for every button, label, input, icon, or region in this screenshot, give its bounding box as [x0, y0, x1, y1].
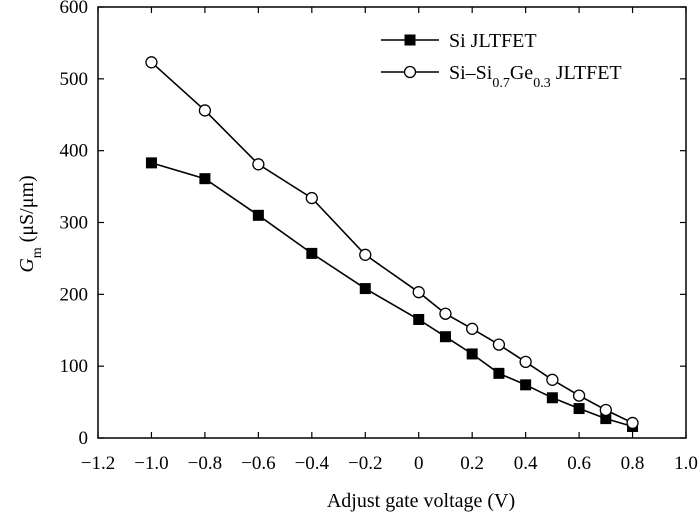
series-line: [151, 162, 633, 428]
x-tick-label: 0.8: [621, 453, 645, 474]
y-tick-label: 200: [60, 284, 89, 305]
data-point: [252, 158, 265, 171]
data-point: [573, 403, 585, 415]
legend-item-2: Si–Si0.7Ge0.3 JLTFET: [381, 62, 622, 91]
x-tick-label: −1.2: [81, 453, 115, 474]
series-2: [145, 56, 639, 430]
y-axis-subscript: m: [30, 247, 45, 258]
y-tick-label: 500: [60, 69, 89, 90]
data-point: [359, 283, 371, 295]
x-tick-label: 0.2: [460, 453, 484, 474]
data-point: [305, 191, 318, 205]
y-axis-title: Gm (μS/μm): [16, 175, 45, 272]
x-tick-label: −1.0: [134, 453, 168, 474]
y-axis-unit: (μS/μm): [16, 175, 38, 242]
y-tick-label: 600: [60, 0, 89, 18]
series-line: [150, 61, 633, 424]
ticks-group: −1.2 −1.0 −0.8 −0.6 −0.4 −0.2 0 0.2 0.4 0.6 0.8 1.0…: [60, 0, 698, 474]
data-point: [492, 338, 506, 351]
y-tick-label: 100: [60, 356, 89, 377]
data-point: [626, 416, 639, 430]
data-point: [466, 348, 478, 360]
data-point: [145, 56, 158, 69]
x-tick-label: −0.4: [295, 453, 330, 474]
x-tick-label: −0.8: [188, 453, 222, 474]
data-point: [439, 307, 452, 320]
x-axis-title: Adjust gate voltage (V): [327, 490, 515, 512]
x-tick-label: 0: [414, 453, 424, 474]
legend-marker: [403, 65, 417, 79]
data-point: [412, 286, 425, 299]
legend-label: Si–Si0.7Ge0.3 JLTFET: [449, 62, 622, 91]
data-point: [519, 355, 532, 369]
data-point: [572, 389, 586, 402]
data-point: [252, 209, 264, 221]
legend-label: Si JLTFET: [449, 30, 537, 52]
legend: Si JLTFET Si–Si0.7Ge0.3 JLTFET: [381, 30, 622, 91]
y-axis-symbol: G: [16, 258, 38, 273]
data-point: [439, 331, 451, 343]
data-point: [493, 367, 505, 379]
data-point: [199, 173, 211, 185]
data-point: [359, 248, 372, 261]
x-tick-label: 0.6: [567, 453, 591, 474]
legend-item-1: Si JLTFET: [381, 30, 537, 52]
y-tick-label: 300: [60, 213, 89, 234]
x-tick-label: −0.6: [241, 453, 275, 474]
data-point: [198, 104, 212, 117]
data-point: [546, 392, 558, 404]
y-tick-label: 0: [79, 428, 89, 449]
data-point: [145, 157, 157, 169]
data-point: [599, 403, 612, 417]
data-point: [306, 247, 318, 259]
data-point: [466, 322, 479, 335]
series-group: [145, 56, 639, 433]
x-tick-label: 1.0: [674, 453, 698, 474]
x-tick-label: 0.4: [514, 453, 538, 474]
x-tick-label: −0.2: [348, 453, 382, 474]
y-tick-label: 400: [60, 141, 89, 162]
data-point: [546, 373, 559, 386]
data-point: [520, 379, 532, 391]
series-1: [145, 157, 639, 433]
data-point: [413, 313, 425, 325]
legend-marker: [404, 34, 416, 46]
